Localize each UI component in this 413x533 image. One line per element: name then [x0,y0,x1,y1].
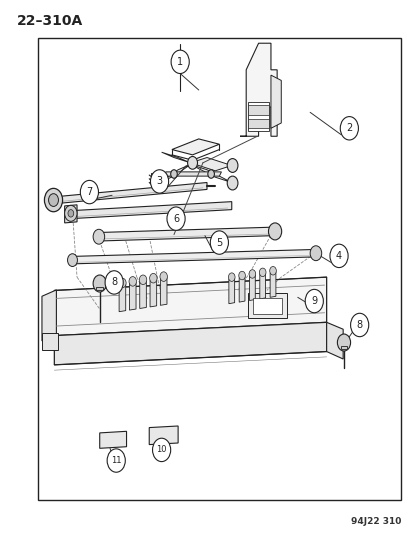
Circle shape [48,193,58,206]
Polygon shape [71,201,231,219]
Circle shape [139,275,146,285]
Circle shape [187,157,197,169]
Polygon shape [42,290,56,341]
Circle shape [159,272,167,281]
FancyBboxPatch shape [38,38,400,500]
Circle shape [304,289,323,313]
Polygon shape [240,43,276,136]
Polygon shape [73,249,313,264]
Text: 8: 8 [356,320,362,330]
Circle shape [152,438,170,462]
Circle shape [337,334,350,351]
Polygon shape [161,152,190,163]
Circle shape [227,159,237,172]
Polygon shape [64,205,77,223]
Polygon shape [54,277,326,336]
Text: 10: 10 [156,446,166,455]
Polygon shape [149,426,178,445]
Circle shape [350,313,368,337]
Polygon shape [150,279,156,307]
Circle shape [44,188,62,212]
Polygon shape [228,278,234,304]
Circle shape [269,266,275,275]
Text: 2: 2 [345,123,351,133]
Circle shape [207,169,214,178]
Polygon shape [96,287,103,290]
Circle shape [171,50,189,74]
Circle shape [249,270,255,278]
Polygon shape [249,275,255,301]
Polygon shape [54,322,326,365]
Polygon shape [326,322,342,359]
Text: 3: 3 [156,176,162,187]
Text: 9: 9 [311,296,317,306]
Polygon shape [160,278,166,305]
FancyBboxPatch shape [248,106,268,115]
Circle shape [150,169,168,193]
Circle shape [67,254,77,266]
FancyBboxPatch shape [42,334,57,351]
Polygon shape [171,139,219,155]
Circle shape [68,209,74,217]
Polygon shape [100,227,272,241]
Circle shape [210,231,228,254]
Polygon shape [151,173,161,184]
Text: 94J22 310: 94J22 310 [350,517,400,526]
Polygon shape [161,165,190,181]
Circle shape [154,173,166,189]
Circle shape [268,223,281,240]
Polygon shape [190,158,231,171]
Polygon shape [340,346,347,350]
Circle shape [329,244,347,268]
Text: 11: 11 [111,456,121,465]
Circle shape [227,176,237,190]
Polygon shape [100,431,126,448]
Circle shape [238,271,245,280]
Circle shape [105,271,123,294]
Circle shape [129,277,136,286]
Circle shape [149,273,157,283]
Circle shape [80,180,98,204]
Circle shape [119,278,126,288]
Polygon shape [269,272,275,297]
Polygon shape [129,282,136,310]
Text: 5: 5 [216,238,222,247]
Circle shape [339,117,358,140]
Text: 7: 7 [86,187,93,197]
Circle shape [107,449,125,472]
Polygon shape [248,102,268,131]
Text: 22–310A: 22–310A [17,14,83,28]
Polygon shape [270,75,280,128]
Circle shape [93,275,106,292]
Polygon shape [140,281,146,309]
FancyBboxPatch shape [248,119,268,128]
Polygon shape [165,172,221,176]
Polygon shape [259,273,265,299]
Circle shape [170,169,177,178]
FancyBboxPatch shape [248,293,287,318]
Text: 8: 8 [111,278,117,287]
Circle shape [259,268,266,277]
Circle shape [64,205,77,221]
Circle shape [228,273,235,281]
Polygon shape [190,165,231,182]
Circle shape [309,246,321,261]
Text: 6: 6 [173,214,179,224]
Polygon shape [119,284,126,312]
Text: 4: 4 [335,251,341,261]
Text: 1: 1 [177,57,183,67]
Circle shape [93,229,104,244]
Polygon shape [54,182,206,204]
Circle shape [166,207,185,230]
FancyBboxPatch shape [253,298,281,314]
Polygon shape [239,277,244,302]
